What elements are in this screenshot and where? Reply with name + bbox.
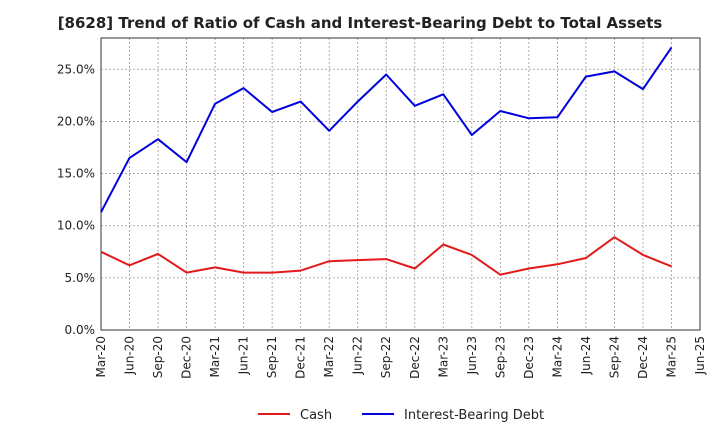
x-tick-label: Mar-21 [208, 336, 222, 377]
x-tick-label: Sep-23 [493, 336, 507, 378]
x-tick-label: Mar-24 [550, 336, 564, 377]
y-tick-label: 20.0% [57, 114, 95, 128]
series-line-interest-bearing-debt [100, 46, 673, 213]
x-tick-label: Dec-24 [636, 336, 650, 379]
plot-frame [100, 37, 701, 331]
x-tick-label: Mar-23 [436, 336, 450, 377]
x-tick-label: Mar-20 [94, 336, 108, 377]
chart-title: [8628] Trend of Ratio of Cash and Intere… [57, 14, 663, 32]
legend-label: Interest-Bearing Debt [404, 408, 544, 423]
y-tick-label: 5.0% [65, 271, 96, 285]
legend-label: Cash [300, 408, 332, 423]
x-tick-label: Jun-25 [693, 336, 707, 375]
y-tick-label: 0.0% [65, 323, 96, 337]
x-tick-label: Sep-21 [265, 336, 279, 378]
x-tick-label: Dec-23 [522, 336, 536, 379]
x-tick-label: Dec-22 [408, 336, 422, 379]
x-tick-label: Mar-25 [664, 336, 678, 377]
series-line-cash [100, 236, 672, 276]
y-tick-label: 15.0% [57, 167, 95, 181]
x-tick-label: Dec-21 [294, 336, 308, 379]
x-tick-label: Mar-22 [322, 336, 336, 377]
x-tick-label: Dec-20 [180, 336, 194, 379]
x-tick-label: Jun-20 [123, 336, 137, 375]
x-tick-label: Jun-24 [579, 336, 593, 375]
x-tick-label: Jun-21 [237, 336, 251, 375]
x-tick-label: Sep-20 [151, 336, 165, 378]
y-tick-label: 10.0% [57, 219, 95, 233]
x-tick-label: Sep-22 [379, 336, 393, 378]
x-tick-label: Jun-23 [465, 336, 479, 375]
y-tick-label: 25.0% [57, 62, 95, 76]
x-tick-label: Sep-24 [607, 336, 621, 378]
x-tick-label: Jun-22 [351, 336, 365, 375]
